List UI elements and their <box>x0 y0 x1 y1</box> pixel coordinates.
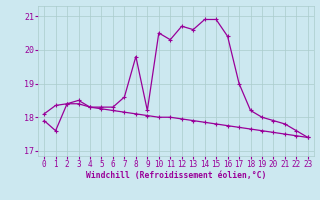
X-axis label: Windchill (Refroidissement éolien,°C): Windchill (Refroidissement éolien,°C) <box>86 171 266 180</box>
